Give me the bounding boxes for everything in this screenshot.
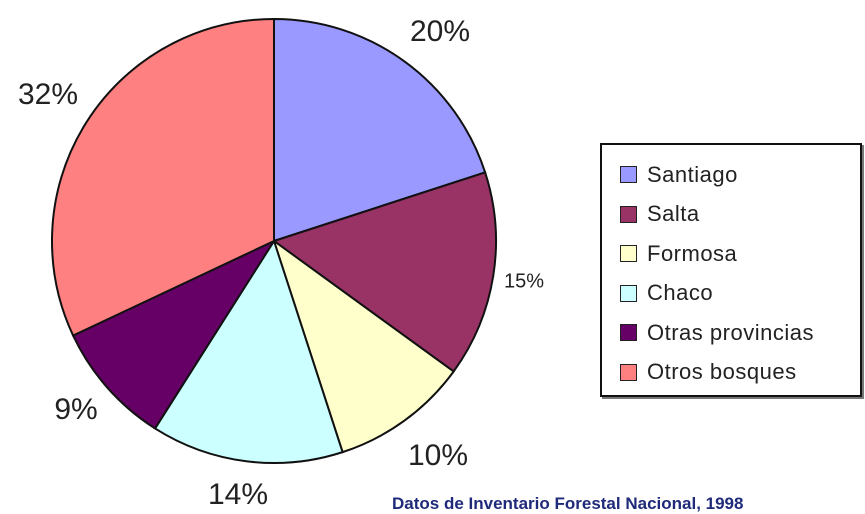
legend-swatch [620, 245, 637, 263]
legend-swatch [620, 205, 637, 223]
pie-slice-salta [271, 171, 497, 373]
legend-item-chaco: Chaco [620, 274, 860, 314]
legend-swatch [620, 166, 637, 184]
legend-item-otros-bosques: Otros bosques [620, 353, 860, 393]
data-label-santiago: 20% [410, 15, 470, 48]
pie-slices [51, 17, 497, 464]
legend-label: Salta [647, 201, 700, 227]
pie-slice-santiago [273, 17, 487, 243]
legend: Santiago Salta Formosa Chaco Otras provincia… [600, 143, 862, 397]
legend-item-salta: Salta [620, 195, 860, 235]
data-label-otras-provincias: 9% [54, 393, 97, 426]
legend-label: Otras provincias [647, 319, 814, 345]
data-label-otros-bosques: 32% [18, 78, 78, 111]
pie-slice-otros-bosques [51, 17, 275, 337]
pie-labels: 20% 15% 10% 14% 9% 32% [18, 15, 544, 507]
data-label-formosa: 10% [408, 439, 468, 472]
legend-label: Santiago [647, 161, 738, 187]
data-label-salta: 15% [504, 270, 544, 292]
pie-slice-chaco [153, 238, 344, 464]
data-label-chaco: 14% [208, 478, 268, 507]
legend-swatch [620, 284, 637, 302]
legend-item-otras-provincias: Otras provincias [620, 313, 860, 353]
legend-label: Otros bosques [647, 359, 797, 385]
pie-slice-formosa [272, 238, 455, 454]
legend-swatch [620, 363, 637, 381]
legend-label: Formosa [647, 240, 738, 266]
legend-item-santiago: Santiago [620, 155, 860, 195]
legend-item-formosa: Formosa [620, 234, 860, 274]
pie-slice-otras-provincias [71, 238, 277, 430]
legend-swatch [620, 324, 637, 342]
legend-label: Chaco [647, 280, 714, 306]
source-note: Datos de Inventario Forestal Nacional, 1… [392, 494, 744, 513]
